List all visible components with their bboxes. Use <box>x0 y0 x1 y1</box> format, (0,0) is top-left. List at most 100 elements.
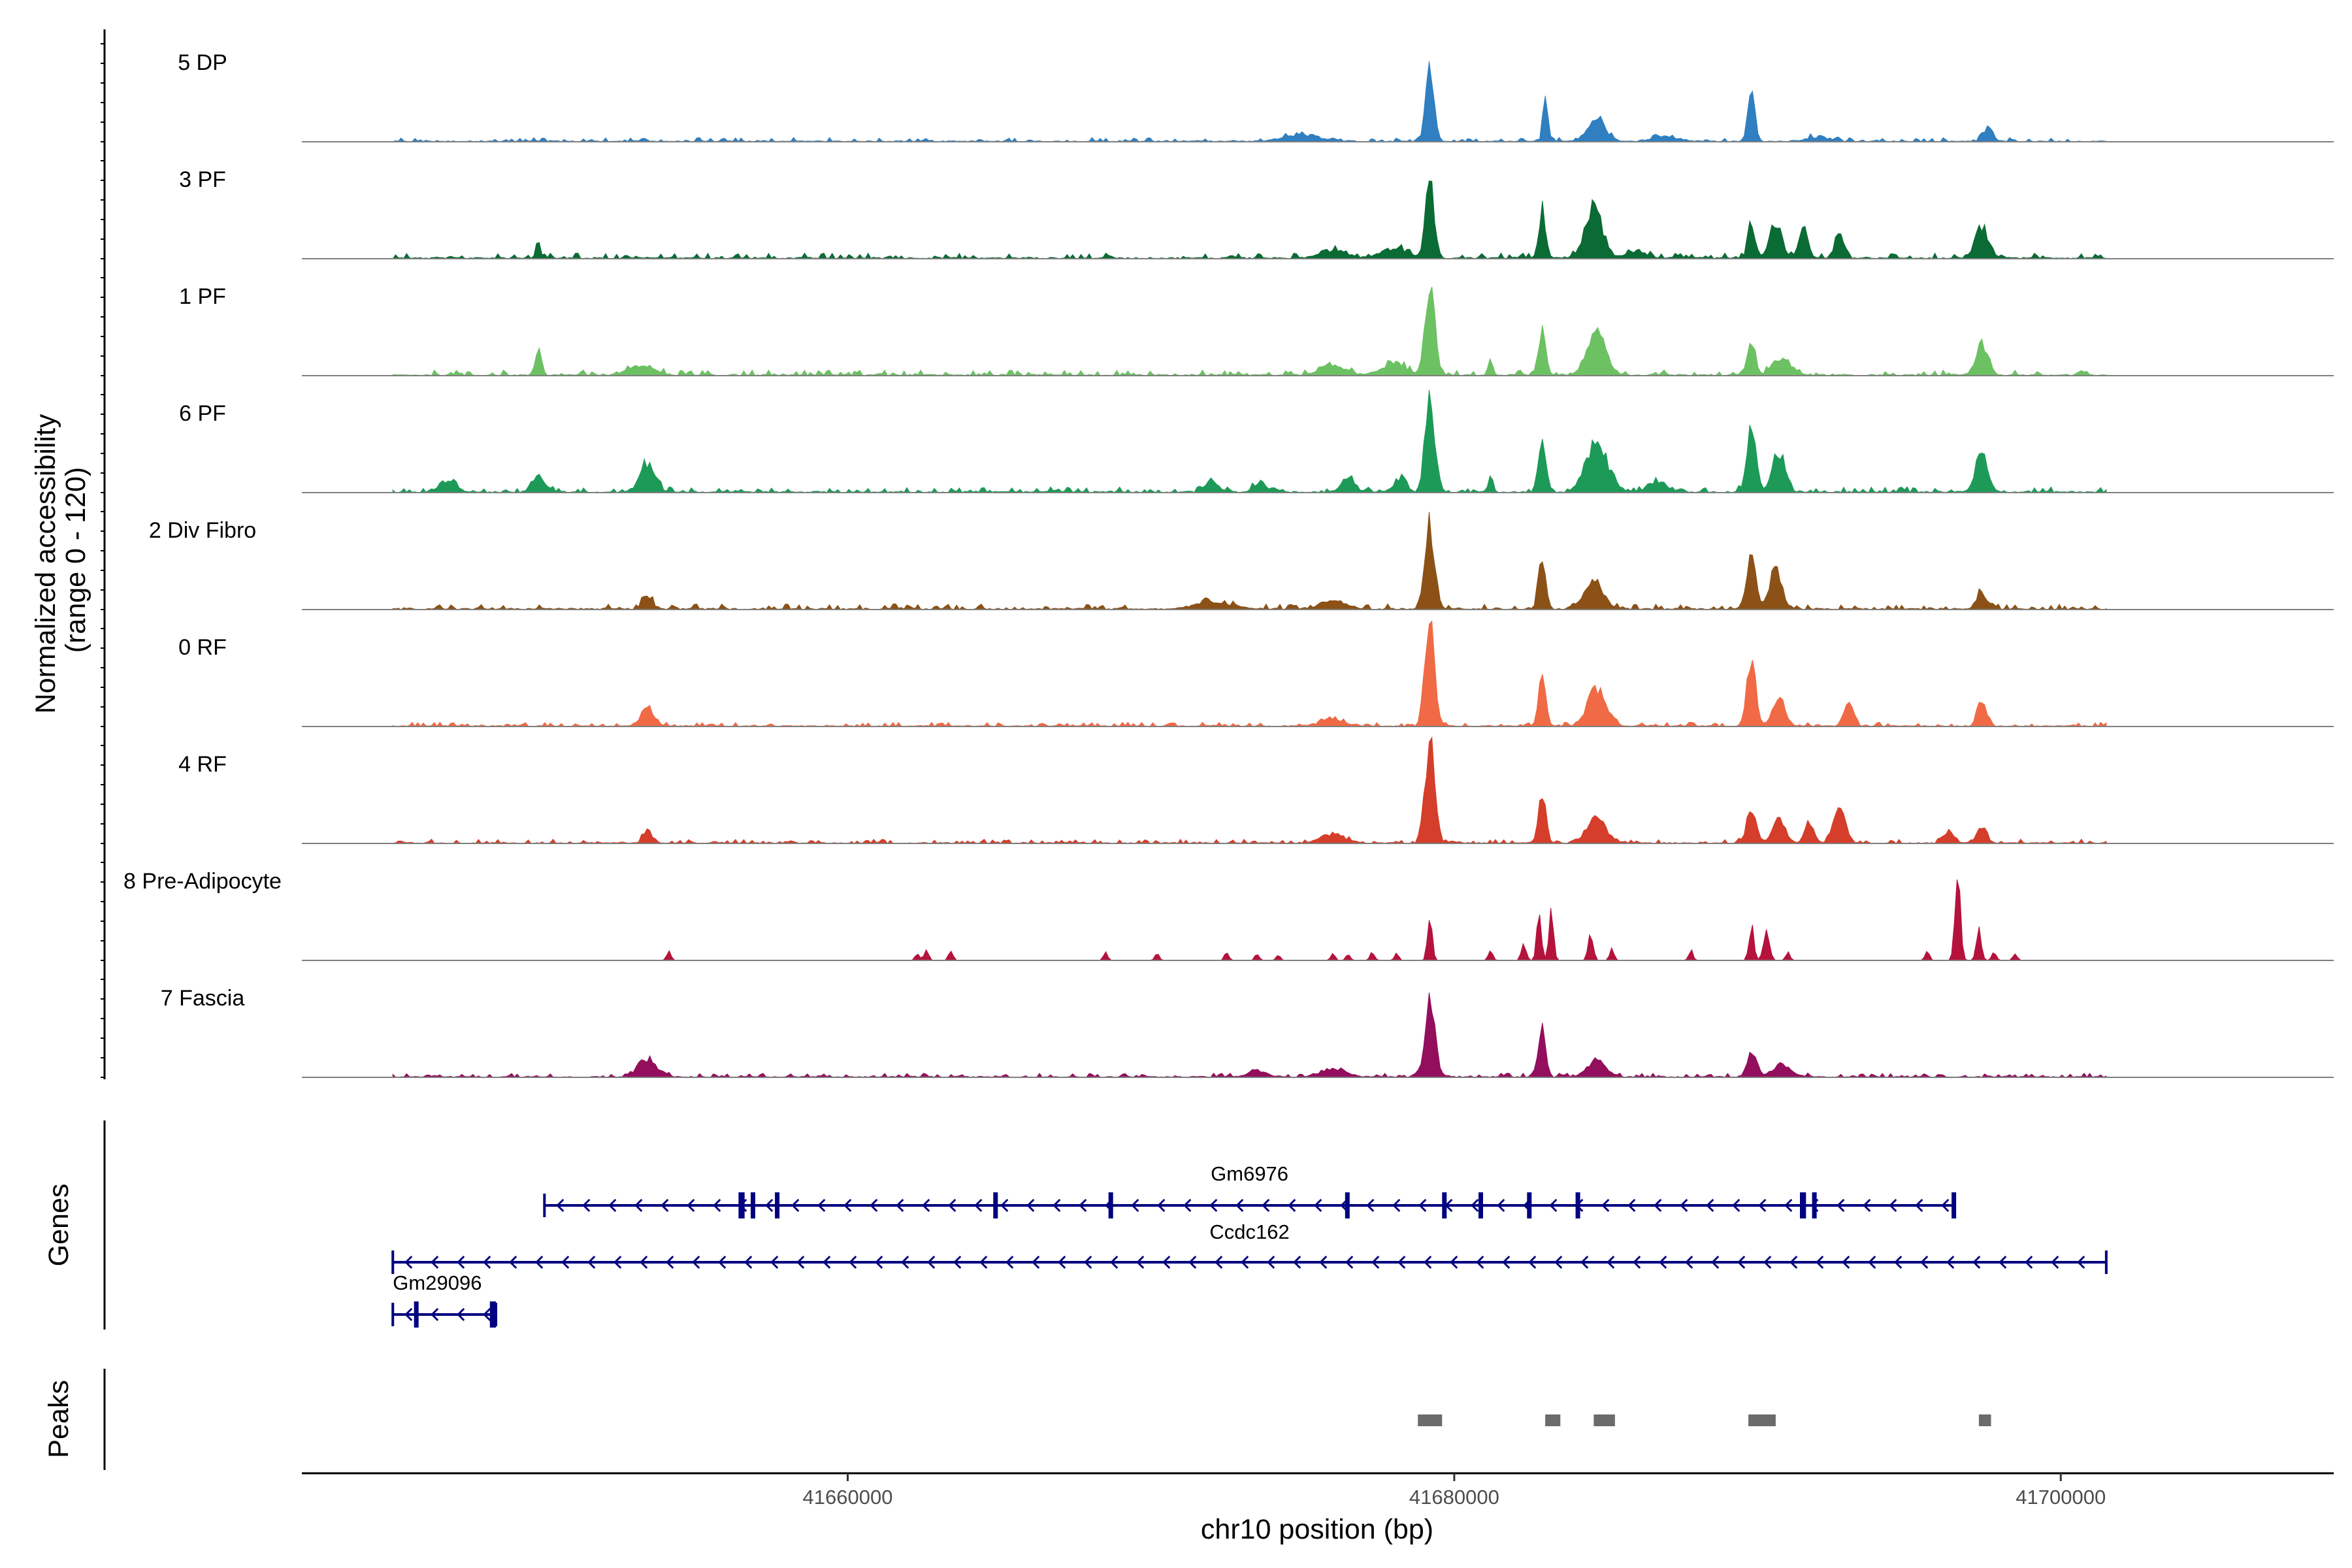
peak-region <box>1545 1414 1561 1426</box>
y-axis-title-line1: Normalized accessibility <box>30 414 61 713</box>
coverage-area <box>392 390 2107 493</box>
strand-chevron <box>1424 1255 1432 1269</box>
strand-chevron <box>870 1198 878 1213</box>
strand-chevron <box>1215 1255 1223 1269</box>
track-8-pre-adipocyte: 8 Pre-Adipocyte <box>123 869 2334 961</box>
peaks-panel-label: Peaks <box>43 1380 74 1458</box>
exon <box>775 1192 780 1218</box>
strand-chevron <box>483 1307 491 1322</box>
strand-chevron <box>823 1255 831 1269</box>
x-tick-label: 41680000 <box>1409 1486 1499 1509</box>
strand-chevron <box>1784 1198 1793 1213</box>
strand-chevron <box>1706 1198 1714 1213</box>
exon <box>1575 1192 1580 1218</box>
strand-chevron <box>1476 1255 1484 1269</box>
gene-name-label: Gm6976 <box>1211 1162 1288 1185</box>
coverage-area <box>392 180 2107 259</box>
strand-chevron <box>1863 1198 1871 1213</box>
strand-chevron <box>1915 1198 1923 1213</box>
coverage-tracks: 5 DP 3 PF 1 PF 6 PF 2 Div Fibro 0 RF 4 RF 8 Pre… <box>123 50 2334 1078</box>
exon <box>1527 1192 1532 1218</box>
strand-chevron <box>1026 1198 1035 1213</box>
strand-chevron <box>1136 1255 1145 1269</box>
gene-name-label: Gm29096 <box>393 1271 482 1294</box>
genes-panel: Genes Gm6976 Ccdc162 Gm29096 <box>43 1120 2108 1330</box>
gene-gm6976: Gm6976 <box>543 1162 1957 1218</box>
strand-chevron <box>796 1255 805 1269</box>
strand-chevron <box>556 1198 564 1213</box>
track-7-fascia: 7 Fascia <box>161 986 2334 1078</box>
strand-chevron <box>1894 1255 1903 1269</box>
strand-chevron <box>1053 1198 1061 1213</box>
strand-chevron <box>770 1255 779 1269</box>
strand-chevron <box>634 1198 643 1213</box>
gene-ccdc162: Ccdc162 <box>391 1220 2108 1274</box>
strand-chevron <box>1758 1198 1767 1213</box>
strand-chevron <box>1502 1255 1511 1269</box>
strand-chevron <box>927 1255 936 1269</box>
strand-chevron <box>974 1198 983 1213</box>
strand-chevron <box>1554 1255 1563 1269</box>
track-label: 5 DP <box>178 50 227 75</box>
strand-chevron <box>1471 1198 1479 1213</box>
strand-chevron <box>1005 1255 1014 1269</box>
track-label: 8 Pre-Adipocyte <box>123 869 282 894</box>
track-5-dp: 5 DP <box>178 50 2334 142</box>
track-2-div-fibro: 2 Div Fibro <box>149 512 2334 610</box>
strand-chevron <box>535 1255 544 1269</box>
strand-chevron <box>1711 1255 1720 1269</box>
y-axis-ticks <box>101 43 105 1078</box>
peak-region <box>1978 1414 1991 1426</box>
strand-chevron <box>613 1255 622 1269</box>
strand-chevron <box>979 1255 988 1269</box>
strand-chevron <box>608 1198 617 1213</box>
strand-chevron <box>1188 1255 1197 1269</box>
track-label: 2 Div Fibro <box>149 518 256 543</box>
gene-models: Gm6976 Ccdc162 Gm29096 <box>391 1162 2108 1328</box>
strand-chevron <box>640 1255 648 1269</box>
x-tick-label: 41660000 <box>803 1486 893 1509</box>
exon <box>1478 1192 1483 1218</box>
y-axis-title-line2: (range 0 - 120) <box>60 467 91 653</box>
strand-chevron <box>948 1198 956 1213</box>
strand-chevron <box>1842 1255 1850 1269</box>
strand-chevron <box>1209 1198 1218 1213</box>
strand-chevron <box>1837 1198 1845 1213</box>
strand-chevron <box>901 1255 909 1269</box>
peaks-panel: Peaks <box>43 1369 1991 1470</box>
strand-chevron <box>1868 1255 1876 1269</box>
exon <box>1812 1192 1817 1218</box>
track-6-pf: 6 PF <box>179 390 2334 493</box>
strand-chevron <box>1032 1255 1040 1269</box>
strand-chevron <box>661 1198 669 1213</box>
strand-chevron <box>1972 1255 1981 1269</box>
strand-chevron <box>1371 1255 1380 1269</box>
strand-chevron <box>1946 1255 1955 1269</box>
strand-chevron <box>1789 1255 1798 1269</box>
peak-regions <box>1418 1414 1991 1426</box>
strand-chevron <box>509 1255 517 1269</box>
strand-chevron <box>1601 1198 1610 1213</box>
strand-chevron <box>1314 1198 1322 1213</box>
exon <box>414 1301 419 1328</box>
exon <box>738 1192 745 1218</box>
strand-chevron <box>561 1255 570 1269</box>
strand-chevron <box>1549 1198 1558 1213</box>
strand-chevron <box>843 1198 852 1213</box>
exon <box>1800 1192 1806 1218</box>
track-4-rf: 4 RF <box>178 736 2334 844</box>
exon <box>993 1192 998 1218</box>
strand-chevron <box>953 1255 962 1269</box>
strand-chevron <box>875 1255 883 1269</box>
strand-chevron <box>1131 1198 1139 1213</box>
strand-chevron <box>582 1198 591 1213</box>
strand-chevron <box>1110 1255 1119 1269</box>
coverage-area <box>392 61 2107 142</box>
strand-chevron <box>457 1255 465 1269</box>
strand-chevron <box>1183 1198 1192 1213</box>
strand-chevron <box>483 1255 491 1269</box>
coverage-area <box>392 286 2107 376</box>
strand-chevron <box>1633 1255 1641 1269</box>
